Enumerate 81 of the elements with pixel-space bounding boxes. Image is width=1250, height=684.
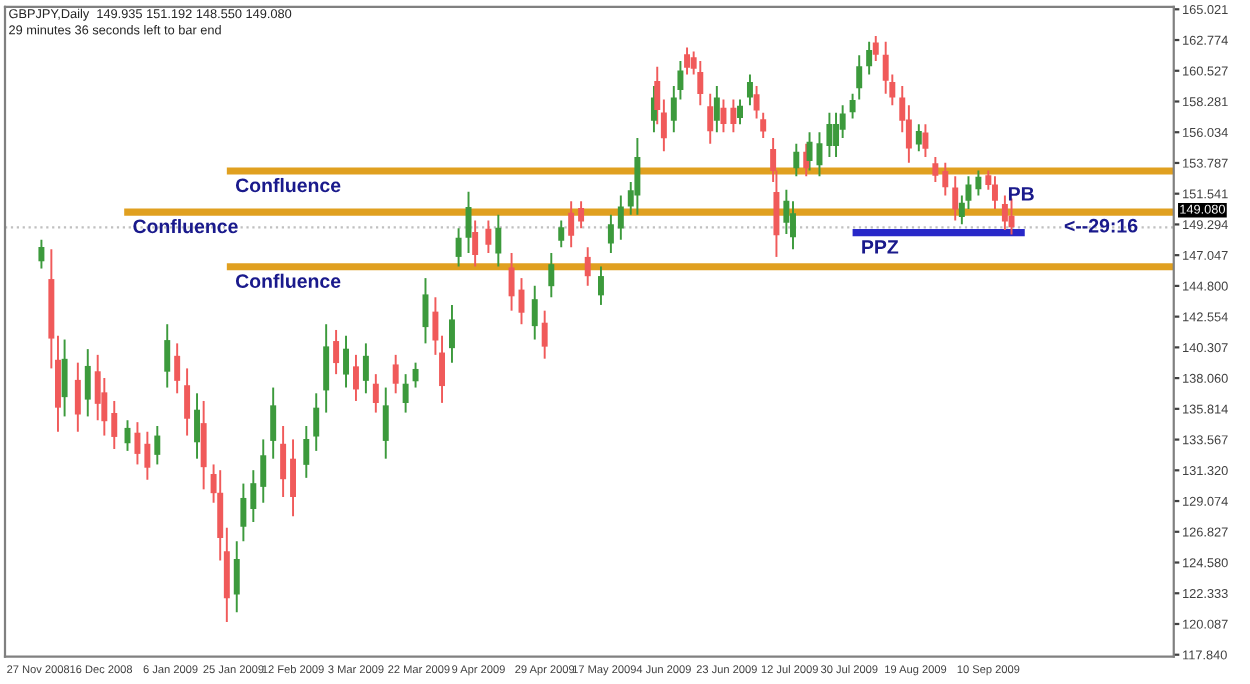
candlestick xyxy=(975,169,982,197)
candlestick xyxy=(634,136,641,216)
candlestick xyxy=(866,40,873,76)
candlestick xyxy=(833,111,840,159)
candlestick xyxy=(531,284,538,341)
candlestick xyxy=(793,142,800,178)
candlestick xyxy=(174,342,181,395)
series-label: Confluence xyxy=(133,218,238,234)
candlestick xyxy=(260,438,267,504)
series-label: Confluence xyxy=(235,177,341,193)
candlestick xyxy=(84,348,91,418)
series-label: Confluence xyxy=(235,273,341,288)
candlestick xyxy=(707,92,714,145)
candlestick xyxy=(333,328,340,376)
candlestick xyxy=(352,353,359,402)
candlestick xyxy=(753,85,760,120)
candlestick xyxy=(250,469,257,523)
candlestick xyxy=(144,430,151,481)
candlestick xyxy=(760,111,767,139)
candlestick xyxy=(1001,194,1008,232)
candlestick xyxy=(548,252,555,299)
candlestick xyxy=(942,161,949,197)
candlestick xyxy=(508,252,515,312)
candlestick xyxy=(240,482,247,543)
candlestick xyxy=(402,373,409,414)
candlestick xyxy=(200,399,207,491)
candlestick xyxy=(38,238,45,270)
candlestick xyxy=(412,361,419,389)
candlestick xyxy=(597,265,604,306)
candlestick xyxy=(991,175,998,210)
candlestick xyxy=(607,213,614,255)
candlestick xyxy=(932,156,939,184)
candlestick xyxy=(849,92,856,120)
candlestick xyxy=(495,213,502,268)
candlestick xyxy=(184,367,191,437)
candlestick xyxy=(455,227,462,268)
annotation: PB xyxy=(1008,187,1034,201)
candlestick xyxy=(343,334,349,389)
candlestick xyxy=(617,194,624,241)
candlestick xyxy=(111,399,118,450)
candlestick xyxy=(465,190,472,255)
candlestick xyxy=(730,98,737,134)
candlestick xyxy=(280,425,287,498)
candlestick xyxy=(568,200,575,249)
candlestick xyxy=(382,386,389,460)
candlestick xyxy=(372,373,379,414)
candlestick xyxy=(806,131,813,172)
candlestick xyxy=(154,425,161,466)
candlestick xyxy=(61,338,68,418)
candlestick xyxy=(578,200,585,230)
candlestick xyxy=(826,111,833,159)
candlestick xyxy=(313,392,320,452)
candlestick xyxy=(872,35,879,62)
candlestick xyxy=(684,46,691,76)
candlestick xyxy=(290,438,297,518)
series-label: PPZ xyxy=(862,240,899,254)
annotation: <--29:16 xyxy=(1064,218,1138,233)
candlestick xyxy=(485,219,492,255)
candlestick xyxy=(323,323,330,414)
candlestick xyxy=(856,54,863,101)
candlestick xyxy=(584,246,591,287)
candlestick xyxy=(472,219,479,268)
candlestick xyxy=(270,386,277,460)
candlestick xyxy=(392,353,399,395)
candlestick xyxy=(303,425,310,479)
candlestick xyxy=(952,175,959,222)
candlestick xyxy=(164,323,171,389)
candlestick xyxy=(233,540,240,614)
candlestick xyxy=(194,392,201,460)
candlestick xyxy=(362,342,369,395)
candlestick xyxy=(922,123,929,159)
candlestick xyxy=(448,303,455,364)
candlestick xyxy=(720,98,727,134)
candlestick xyxy=(74,361,81,433)
candlestick xyxy=(713,85,720,134)
candlestick xyxy=(915,123,922,153)
candlestick xyxy=(558,219,565,249)
candlestick xyxy=(134,421,141,466)
candlestick xyxy=(541,309,548,360)
candlestick xyxy=(746,73,753,107)
candlestick xyxy=(737,98,743,126)
